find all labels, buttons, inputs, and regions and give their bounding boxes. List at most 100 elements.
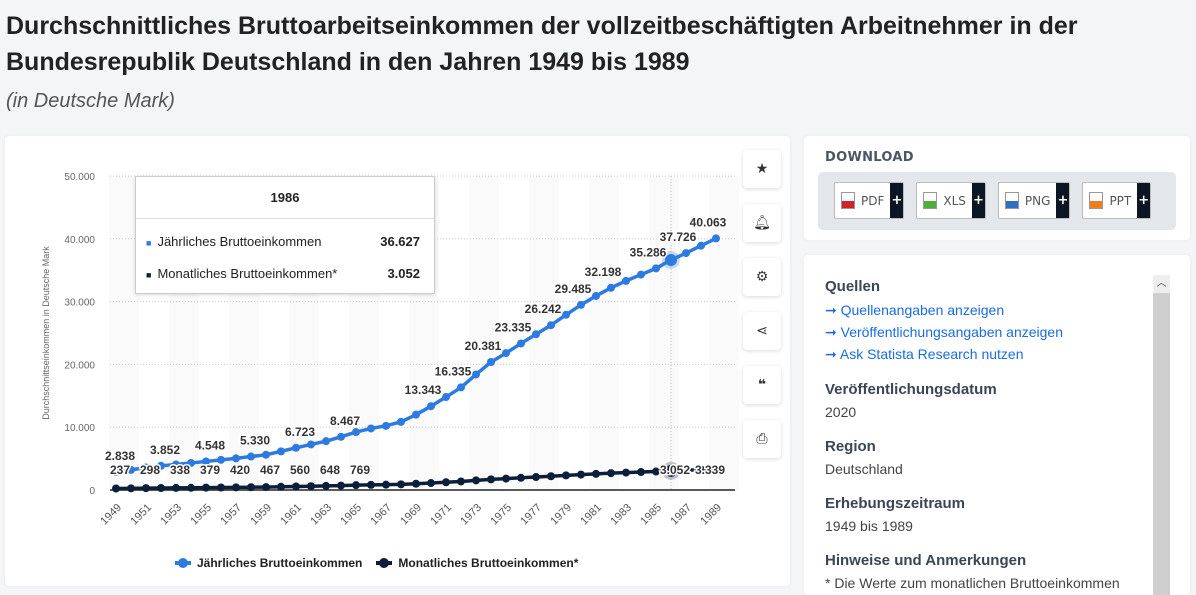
data-point: [697, 465, 705, 474]
data-label: 420: [230, 463, 250, 477]
data-point: [712, 234, 720, 243]
grid-band: [109, 176, 139, 490]
x-tick-label: 1983: [608, 502, 634, 528]
data-point: [712, 465, 720, 474]
scrollbar[interactable]: ︿: [1153, 275, 1170, 595]
share-button[interactable]: ⋖: [743, 312, 781, 350]
data-label: 13.343: [405, 383, 442, 397]
sources-heading: Quellen: [825, 278, 881, 295]
plus-icon[interactable]: +: [1056, 183, 1070, 218]
data-label: 298: [140, 463, 160, 477]
data-label: 5.330: [240, 434, 270, 448]
data-point: [307, 440, 315, 449]
data-point: [352, 428, 360, 437]
data-point: [127, 465, 135, 474]
settings-button[interactable]: ⚙: [743, 258, 781, 296]
data-label: 648: [320, 463, 340, 477]
x-tick-label: 1957: [218, 502, 244, 528]
chart-legend: Jährliches Bruttoeinkommen Monatliches B…: [175, 556, 578, 570]
data-point: [382, 421, 390, 430]
data-point: [232, 454, 240, 463]
plus-icon[interactable]: +: [971, 183, 985, 218]
xls-file-icon: [923, 192, 938, 209]
data-point: [577, 300, 585, 309]
x-tick-label: 1981: [578, 502, 604, 528]
data-label: 3.052: [660, 463, 690, 477]
legend-item-monthly[interactable]: Monatliches Bruttoeinkommen*: [376, 556, 578, 570]
chevron-up-icon[interactable]: ︿: [1153, 275, 1170, 293]
data-point: [187, 458, 195, 467]
x-tick-label: 1973: [458, 502, 484, 528]
data-point: [697, 241, 705, 250]
data-point: [337, 481, 345, 490]
data-point: [547, 321, 555, 330]
download-label: XLS: [943, 193, 966, 208]
plus-icon[interactable]: +: [1137, 183, 1151, 218]
y-tick-label: 10.000: [64, 423, 95, 434]
plus-icon[interactable]: +: [890, 183, 904, 218]
data-point: [517, 339, 525, 348]
tooltip-row-annual: ■ Jährliches Bruttoeinkommen 36.627: [146, 233, 420, 249]
download-xls-button[interactable]: XLS +: [916, 182, 986, 219]
data-label: 467: [260, 463, 280, 477]
data-point: [172, 460, 180, 469]
data-point: [532, 330, 540, 339]
cite-button[interactable]: ❝: [743, 366, 781, 404]
notification-button[interactable]: 🔔︎: [743, 204, 781, 242]
data-point: [247, 452, 255, 461]
x-tick-label: 1959: [248, 502, 274, 528]
link-publication[interactable]: ➞ Veröffentlichungsangaben anzeigen: [825, 321, 1150, 343]
share-icon: ⋖: [756, 323, 768, 339]
data-point: [412, 410, 420, 419]
data-point: [637, 270, 645, 279]
data-point: [322, 437, 330, 446]
chart-toolbar: ★ 🔔︎ ⚙ ⋖ ❝ ⎙: [743, 150, 781, 474]
page-subtitle: (in Deutsche Mark): [6, 90, 175, 112]
y-tick-label: 0: [89, 486, 95, 497]
data-label: 29.485: [555, 282, 592, 296]
download-label: PPT: [1109, 193, 1132, 208]
grid-band: [589, 176, 619, 490]
data-point: [262, 483, 270, 492]
data-point: [397, 417, 405, 426]
data-label: 40.063: [690, 215, 727, 229]
ppt-file-icon: [1089, 192, 1104, 209]
download-pdf-button[interactable]: PDF +: [834, 182, 905, 219]
legend-label: Monatliches Bruttoeinkommen*: [398, 556, 579, 570]
x-tick-label: 1951: [128, 502, 154, 528]
data-point: [577, 470, 585, 479]
data-label: 8.467: [330, 414, 360, 428]
grid-band: [649, 176, 679, 490]
data-point: [607, 469, 615, 478]
data-point: [157, 461, 165, 470]
chart-card: 0 10.000 20.000 30.000 40.000 50.000 Durchschn…: [5, 136, 790, 586]
data-label: 560: [290, 463, 310, 477]
download-label: PNG: [1024, 193, 1051, 208]
data-point: [562, 471, 570, 480]
pubdate-heading: Veröffentlichungsdatum: [825, 381, 997, 398]
arrow-right-icon: ➞: [825, 324, 841, 340]
data-point: [682, 249, 690, 258]
period-heading: Erhebungszeitraum: [825, 495, 966, 512]
favorite-button[interactable]: ★: [743, 150, 781, 188]
legend-item-annual[interactable]: Jährliches Bruttoeinkommen: [175, 556, 362, 570]
print-icon: ⎙: [756, 431, 768, 447]
y-tick-label: 30.000: [64, 298, 95, 309]
download-ppt-button[interactable]: PPT +: [1082, 182, 1152, 219]
data-point: [367, 480, 375, 489]
download-png-button[interactable]: PNG +: [997, 182, 1071, 219]
print-button[interactable]: ⎙: [743, 420, 781, 458]
data-point: [472, 476, 480, 485]
data-point: [412, 479, 420, 488]
link-sources[interactable]: ➞ Quellenangaben anzeigen: [825, 299, 1150, 321]
download-card: DOWNLOAD PDF + XLS + PNG + PPT +: [804, 136, 1190, 240]
data-point: [202, 457, 210, 466]
notes-heading: Hinweise und Anmerkungen: [825, 552, 1027, 569]
x-tick-label: 1967: [368, 502, 394, 528]
data-point: [487, 475, 495, 484]
notes-text: * Die Werte zum monatlichen Bruttoeinkom…: [825, 575, 1120, 591]
link-research[interactable]: ➞ Ask Statista Research nutzen: [825, 343, 1150, 365]
x-tick-label: 1955: [188, 502, 214, 528]
y-tick-label: 40.000: [64, 235, 95, 246]
data-point: [457, 383, 465, 392]
